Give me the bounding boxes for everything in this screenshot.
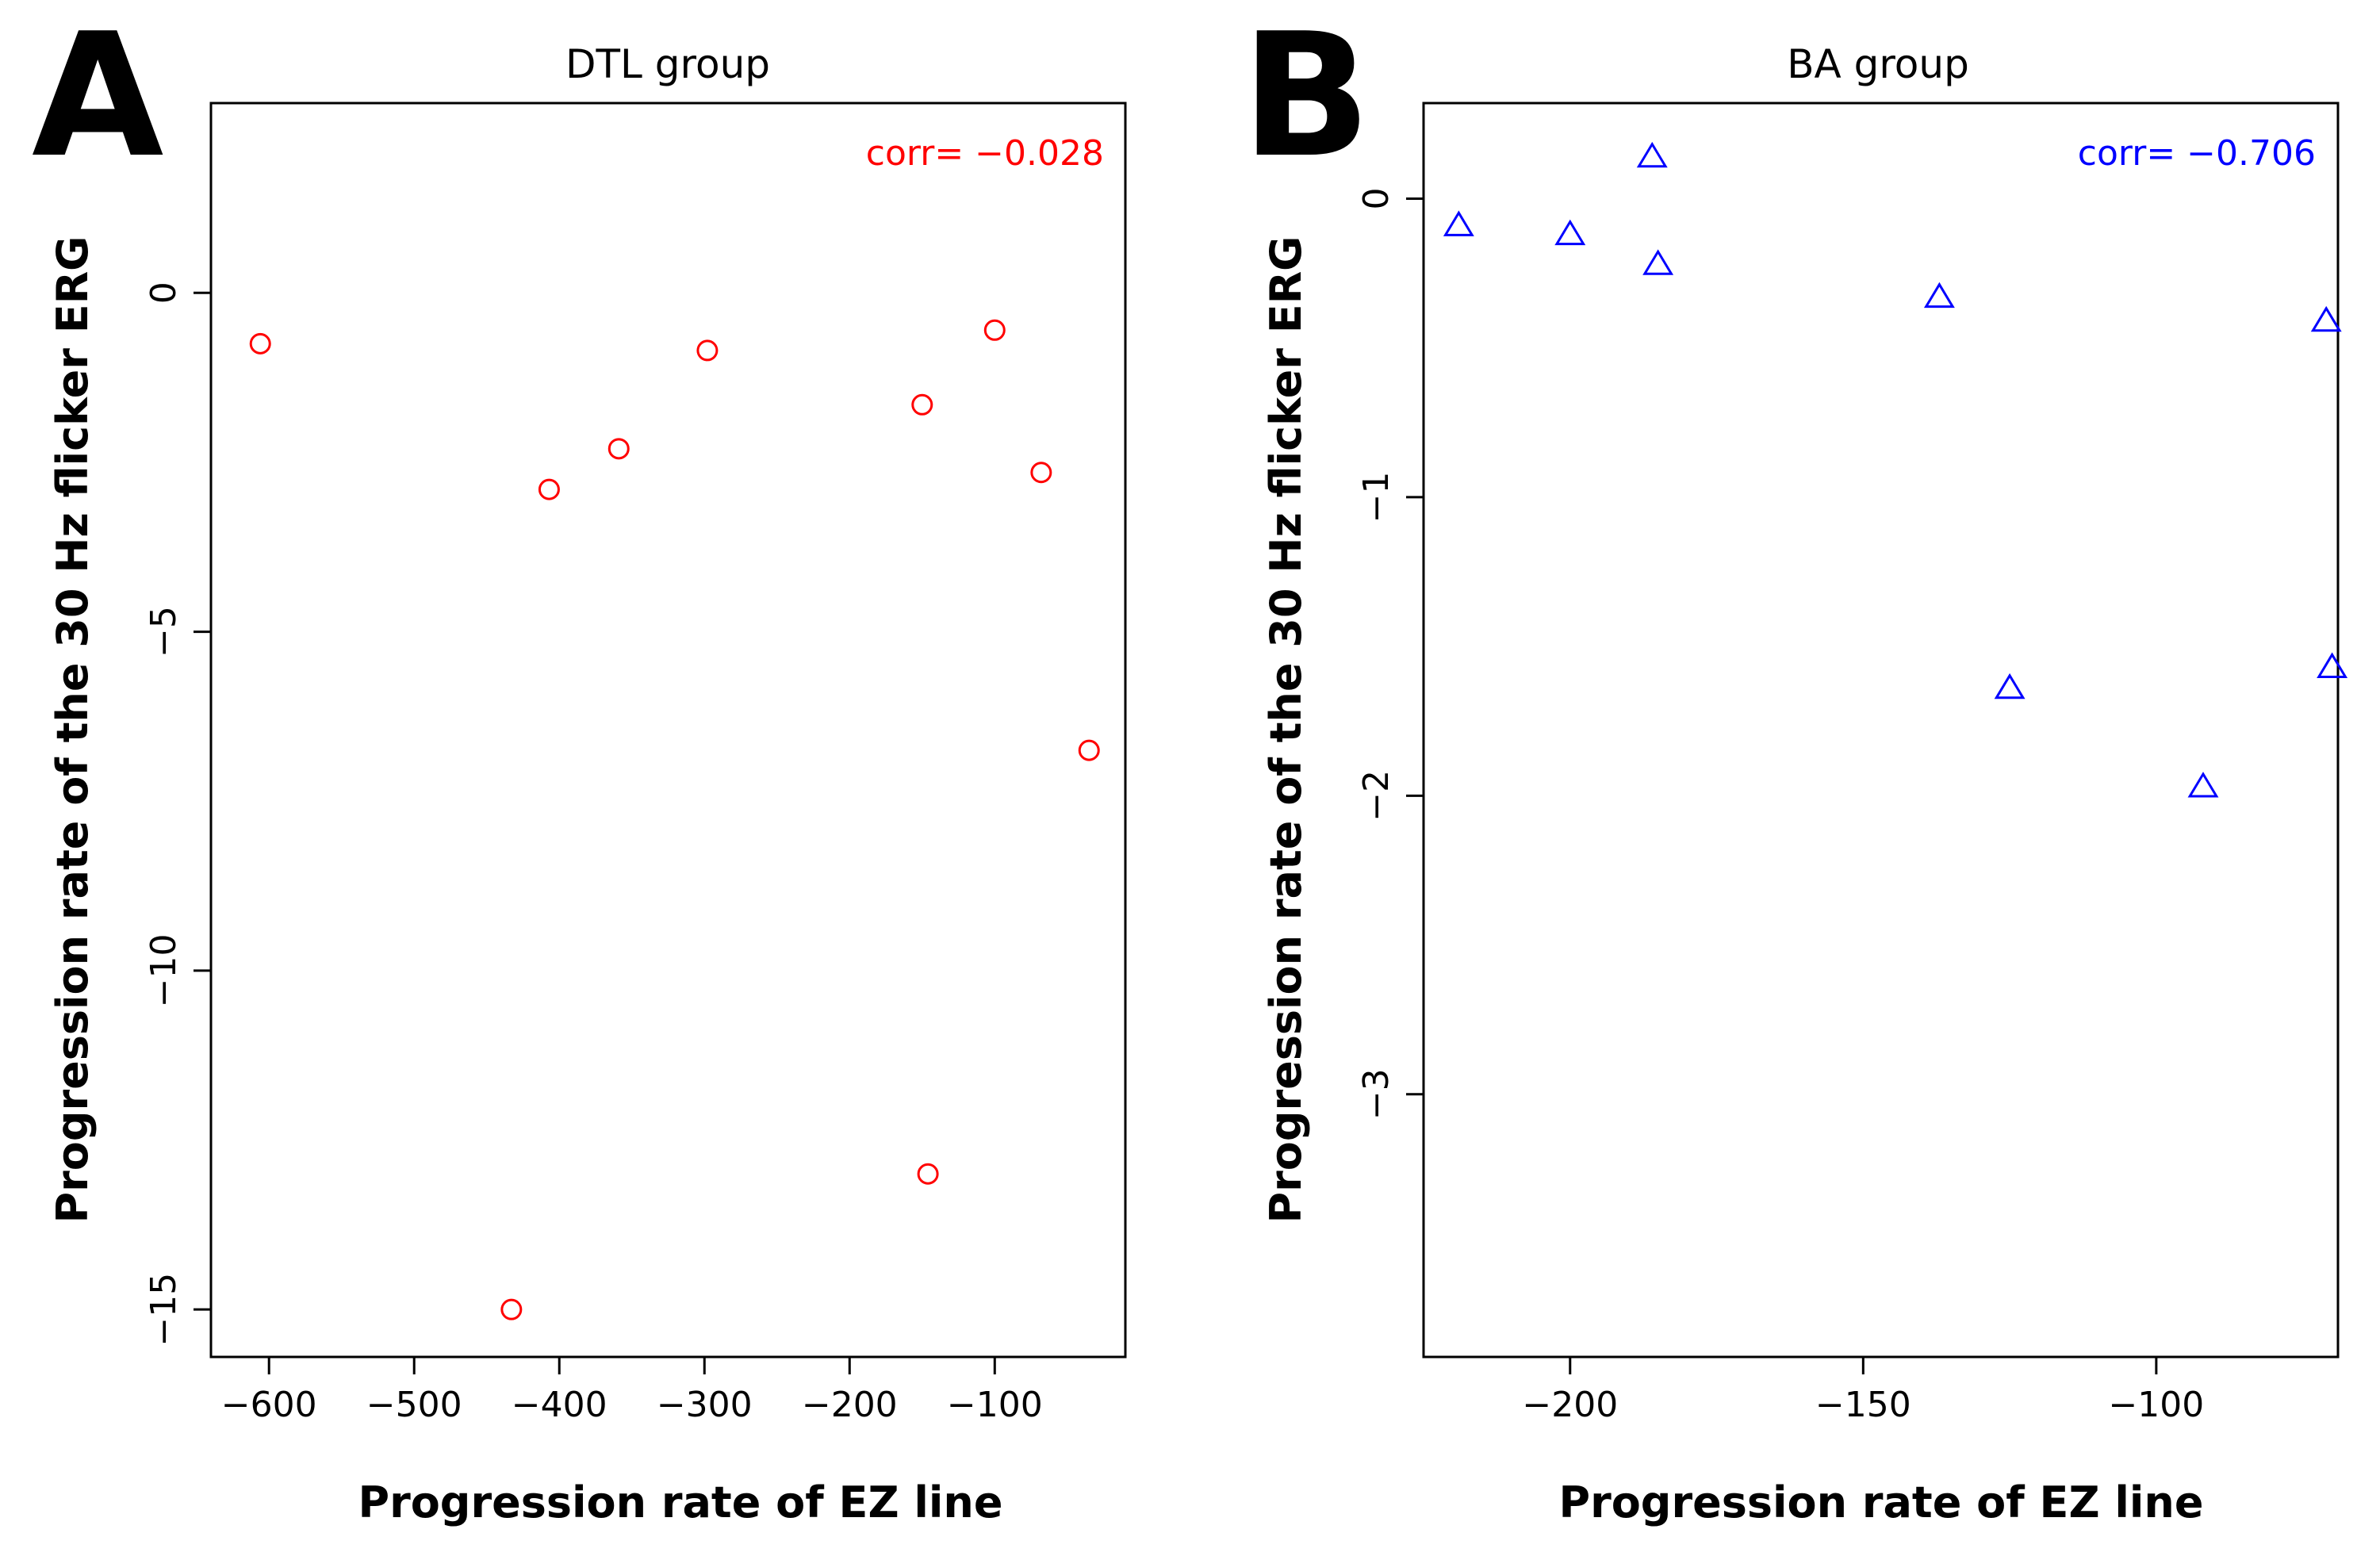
data-point-a	[500, 1298, 523, 1320]
y-tick-label-a: 0	[144, 282, 184, 304]
data-point-b	[1554, 219, 1586, 246]
data-point-b	[2187, 772, 2219, 798]
data-point-a	[983, 319, 1006, 341]
x-tick-label-a: −600	[221, 1385, 317, 1425]
chart-title-b: BA group	[1787, 41, 1969, 87]
data-point-a	[538, 478, 560, 500]
data-point-a	[249, 332, 271, 355]
x-tick-label-b: −200	[1522, 1385, 1618, 1425]
panel-letter-a: A	[32, 0, 163, 195]
data-point-b	[1994, 673, 2025, 699]
chart-title-a: DTL group	[565, 41, 770, 87]
data-point-a	[917, 1163, 939, 1185]
panel-letter-b: B	[1241, 0, 1371, 195]
panel-a: A DTL group −600 −500 −400 −300 −200 −100 0 −5…	[32, 0, 1127, 1527]
data-points-a	[249, 319, 1100, 1320]
data-point-a	[1078, 739, 1100, 761]
data-point-b	[2310, 305, 2342, 332]
data-point-b	[1923, 282, 1955, 309]
data-point-a	[1030, 462, 1052, 484]
data-point-b	[1642, 249, 1674, 275]
y-axis-b: 0 −1 −2 −3	[1356, 187, 1425, 1120]
y-tick-label-b: 0	[1356, 187, 1397, 209]
data-points-b	[1443, 141, 2348, 798]
y-axis-label-b: Progression rate of the 30 Hz flicker ER…	[1261, 236, 1311, 1224]
data-point-b	[1636, 141, 1668, 168]
data-point-b	[1443, 210, 1474, 236]
x-tick-label-a: −200	[802, 1385, 898, 1425]
panel-b: B BA group −200 −150 −100 0 −1 −2 −3 corr= −0…	[1241, 0, 2348, 1527]
corr-annotation-a: corr= −0.028	[866, 133, 1104, 174]
x-tick-label-a: −100	[947, 1385, 1043, 1425]
x-tick-label-b: −100	[2108, 1385, 2204, 1425]
y-tick-label-b: −2	[1356, 770, 1397, 822]
y-axis-a: 0 −5 −10 −15	[144, 282, 213, 1347]
plot-frame-a	[209, 102, 1127, 1359]
y-tick-label-a: −10	[144, 933, 184, 1007]
y-axis-label-a: Progression rate of the 30 Hz flicker ER…	[48, 236, 98, 1224]
plot-frame-b	[1422, 102, 2340, 1359]
x-tick-label-a: −400	[512, 1385, 607, 1425]
corr-annotation-b: corr= −0.706	[2078, 133, 2316, 174]
data-point-b	[2317, 652, 2348, 678]
x-tick-label-a: −300	[657, 1385, 753, 1425]
x-axis-b: −200 −150 −100	[1522, 1355, 2204, 1425]
x-tick-label-b: −150	[1815, 1385, 1911, 1425]
data-point-a	[607, 438, 630, 460]
x-tick-label-a: −500	[366, 1385, 462, 1425]
data-point-a	[696, 339, 719, 362]
y-tick-label-a: −5	[144, 606, 184, 657]
x-axis-label-b: Progression rate of EZ line	[1559, 1477, 2204, 1527]
y-tick-label-b: −3	[1356, 1068, 1397, 1120]
data-point-a	[911, 393, 933, 416]
x-axis-a: −600 −500 −400 −300 −200 −100	[221, 1355, 1043, 1425]
y-tick-label-b: −1	[1356, 471, 1397, 523]
y-tick-label-a: −15	[144, 1273, 184, 1347]
x-axis-label-a: Progression rate of EZ line	[358, 1477, 1003, 1527]
